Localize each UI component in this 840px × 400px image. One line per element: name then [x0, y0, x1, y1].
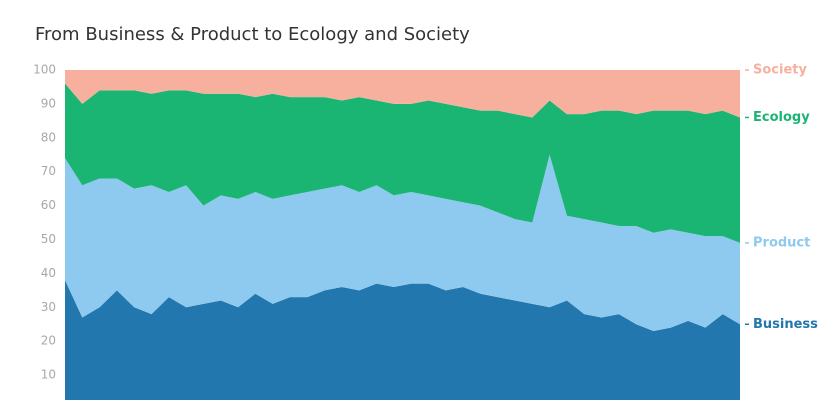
- area: [65, 280, 740, 400]
- y-tick-label: 40: [41, 266, 56, 280]
- plot-area: [65, 70, 740, 400]
- y-tick-label: 100: [33, 63, 56, 77]
- y-tick-label: 30: [41, 300, 56, 314]
- y-tick-label: 50: [41, 232, 56, 246]
- y-tick-label: 60: [41, 198, 56, 212]
- series-label: Ecology: [753, 110, 810, 125]
- area: [65, 154, 740, 332]
- area: [65, 70, 740, 118]
- chart-title: From Business & Product to Ecology and S…: [35, 24, 470, 45]
- y-tick-label: 10: [41, 368, 56, 382]
- y-tick-label: 70: [41, 164, 56, 178]
- area: [65, 83, 740, 243]
- y-tick-label: 90: [41, 96, 56, 110]
- series-label: Business: [753, 317, 818, 332]
- y-tick-label: 80: [41, 130, 56, 144]
- y-tick-label: 20: [41, 334, 56, 348]
- series-label: Society: [753, 63, 807, 78]
- series-label: Product: [753, 235, 810, 250]
